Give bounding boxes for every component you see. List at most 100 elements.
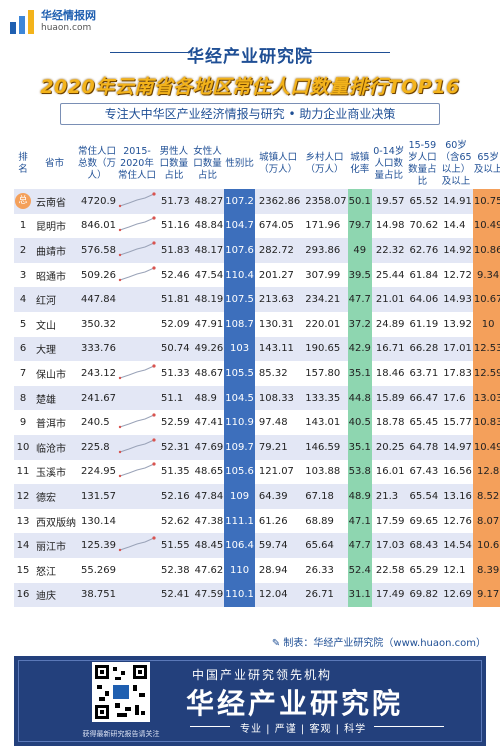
cell-age15: 65.52	[405, 189, 440, 214]
cell-male: 51.1	[157, 385, 191, 411]
cell-urb-rate: 31.1	[347, 582, 372, 608]
cell-male: 51.33	[161, 367, 190, 379]
table-row: 7 保山市 243.12 51.33 48.67 105.5 85.32 157.80 35.1…	[14, 361, 500, 386]
cell-rural: 26.71	[301, 582, 348, 608]
cell-city: 普洱市	[36, 419, 66, 431]
cell-age0: 25.44	[375, 269, 405, 281]
cell-urb-rate: 39.5	[347, 262, 372, 288]
cell-rank: 10	[14, 434, 32, 460]
cell-urban: 201.27	[258, 269, 294, 281]
cell-female: 48.45	[190, 533, 225, 558]
cell-age60: 16.56	[443, 466, 472, 478]
cell-age60: 17.6	[439, 385, 473, 411]
cell-age60: 14.91	[439, 189, 473, 214]
trend-sparkline	[117, 238, 157, 263]
table-row: 14 丽江市 125.39 51.55 48.45 106.4 59.74 65.64 47.7…	[14, 533, 500, 558]
cell-pop: 447.84	[77, 287, 117, 312]
cell-urb-rate: 35.1	[347, 434, 372, 460]
cell-urb-rate: 47.7	[347, 287, 372, 312]
logo: 华经情报网 huaon.com	[8, 6, 96, 36]
cell-male: 51.83	[157, 238, 191, 263]
cell-age15: 64.06	[405, 287, 440, 312]
cell-pop: 241.67	[77, 385, 117, 411]
cell-sex-ratio: 105.6	[224, 459, 255, 485]
cell-urb-rate: 53.8	[347, 459, 372, 485]
cell-sex-ratio: 104.5	[224, 385, 255, 411]
cell-rank: 4	[14, 287, 32, 312]
cell-pop: 350.32	[81, 318, 116, 330]
cell-age65: 9.17	[472, 582, 500, 608]
cell-pop: 131.57	[77, 484, 117, 509]
cell-rank: 5	[19, 318, 27, 330]
cell-rural: 68.89	[305, 515, 334, 527]
trend-sparkline	[117, 361, 157, 386]
cell-pop: 333.76	[77, 336, 117, 362]
cell-female: 48.84	[194, 220, 224, 232]
cell-age15: 65.29	[409, 564, 439, 576]
cell-rank: 13	[16, 515, 30, 527]
rank-badge: 总	[14, 189, 32, 214]
divider	[110, 52, 190, 53]
cell-city: 曲靖市	[32, 238, 77, 263]
cell-female: 47.84	[190, 484, 225, 509]
cell-age0: 17.59	[375, 515, 405, 527]
header-age65: 65岁及以上	[473, 152, 500, 175]
cell-rural: 157.80	[305, 367, 341, 379]
cell-pop: 55.269	[81, 564, 116, 576]
cell-female: 48.17	[190, 238, 225, 263]
table-row: 2 曲靖市 576.58 51.83 48.17 107.6 282.72 293.86 49 2…	[14, 238, 500, 263]
cell-urban: 97.48	[258, 417, 288, 429]
cell-age15: 63.71	[409, 367, 439, 379]
cell-male: 52.31	[157, 434, 191, 460]
table-row: 16 迪庆 38.751 52.41 47.59 110.1 12.04 26.71 31.1 1…	[14, 582, 500, 608]
cell-city: 保山市	[36, 369, 66, 381]
cell-age0: 21.01	[371, 287, 406, 312]
cell-urban: 61.26	[258, 515, 288, 527]
cell-urb-rate: 50.1	[347, 189, 372, 214]
cell-rural: 293.86	[301, 238, 348, 263]
cell-city: 怒江	[36, 566, 56, 578]
table-row: 1 昆明市 846.01 51.16 48.84 104.7 674.05 171.96 79.…	[14, 213, 500, 239]
trend-sparkline	[117, 460, 157, 485]
table-row: 总云南省 4720.9 51.73 48.27 107.2 2362.86 2358.07 5…	[14, 189, 500, 214]
header-pop: 常住人口总数（万人）	[78, 146, 117, 181]
cell-city: 红河	[32, 287, 77, 312]
cell-age0: 20.25	[371, 434, 406, 460]
cell-age0: 16.01	[375, 466, 405, 478]
qr-code-icon	[92, 662, 150, 722]
cell-male: 51.55	[157, 533, 191, 558]
trend-sparkline	[117, 558, 157, 583]
cell-female: 48.27	[190, 189, 225, 214]
cell-age15: 68.43	[405, 533, 440, 558]
cell-rank: 14	[14, 533, 32, 558]
cell-pop: 243.12	[81, 367, 116, 379]
cell-sex-ratio: 109	[224, 484, 255, 509]
cell-sex-ratio: 110.9	[224, 410, 255, 435]
cell-age60: 13.92	[443, 318, 472, 330]
cell-age0: 21.3	[371, 484, 406, 509]
cell-rural: 26.33	[305, 564, 334, 576]
cell-urban: 59.74	[254, 533, 302, 558]
cell-urban: 108.33	[254, 385, 302, 411]
pen-icon: ✎	[271, 638, 284, 649]
cell-rural: 103.88	[305, 466, 341, 478]
cell-age65: 10.67	[472, 287, 500, 312]
header-sex-ratio: 性别比	[225, 158, 254, 169]
header-urban: 城镇人口（万人）	[259, 152, 298, 175]
cell-male: 50.74	[157, 336, 191, 362]
cell-pop: 4720.9	[77, 189, 117, 214]
cell-sex-ratio: 110	[224, 557, 255, 583]
source-text: 制表：华经产业研究院（www.huaon.com）	[283, 638, 486, 649]
cell-urban: 2362.86	[254, 189, 302, 214]
cell-female: 48.9	[190, 385, 225, 411]
cell-rural: 65.64	[301, 533, 348, 558]
cell-urb-rate: 35.1	[347, 361, 372, 386]
cell-age15: 62.76	[405, 238, 440, 263]
logo-cn: 华经情报网	[41, 8, 96, 22]
cell-city: 德宏	[32, 484, 77, 509]
cell-city: 昭通市	[36, 271, 66, 283]
cell-male: 52.59	[161, 417, 190, 429]
cell-age65: 10.86	[472, 238, 500, 263]
cell-urb-rate: 42.9	[347, 336, 372, 362]
cell-sex-ratio: 111.1	[224, 508, 255, 534]
